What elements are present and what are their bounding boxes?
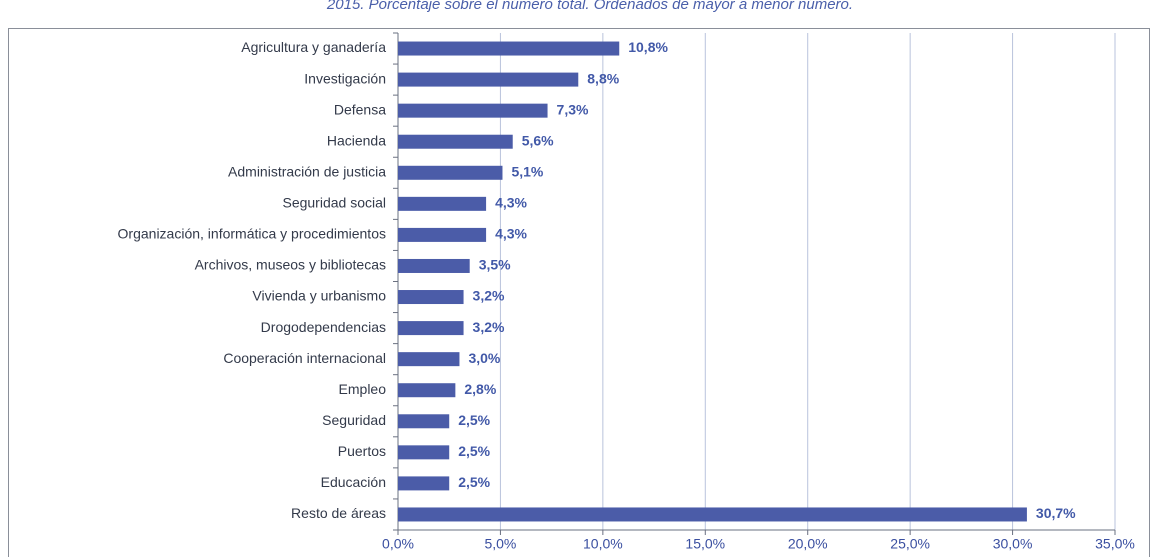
y-tick-label: Defensa — [334, 101, 386, 117]
bar — [398, 134, 513, 149]
bar — [398, 165, 503, 180]
y-tick-label: Resto de áreas — [291, 505, 386, 521]
value-label: 30,7% — [1036, 505, 1076, 521]
y-tick-label: Seguridad — [322, 412, 386, 428]
y-tick-label: Puertos — [338, 443, 386, 459]
x-tick-label: 10,0% — [583, 536, 623, 552]
y-tick-label: Empleo — [339, 381, 387, 397]
bar — [398, 103, 548, 118]
bar — [398, 41, 620, 56]
x-tick-label: 25,0% — [890, 536, 930, 552]
value-label: 8,8% — [587, 70, 619, 86]
y-tick-label: Vivienda y urbanismo — [252, 288, 386, 304]
bar — [398, 507, 1027, 522]
value-label: 3,2% — [473, 319, 505, 335]
y-tick-label: Organización, informática y procedimient… — [118, 226, 386, 242]
y-tick-label: Administración de justicia — [228, 163, 386, 179]
bar — [398, 227, 487, 242]
value-label: 3,2% — [473, 288, 505, 304]
value-label: 4,3% — [495, 195, 527, 211]
y-tick-label: Archivos, museos y bibliotecas — [195, 257, 386, 273]
y-tick-label: Investigación — [304, 70, 386, 86]
value-label: 2,5% — [458, 412, 490, 428]
y-tick-label: Agricultura y ganadería — [241, 39, 386, 55]
value-label: 3,0% — [468, 350, 500, 366]
y-tick-label: Drogodependencias — [261, 319, 386, 335]
y-tick-label: Educación — [321, 474, 386, 490]
bar — [398, 445, 450, 460]
y-tick-label: Cooperación internacional — [223, 350, 386, 366]
x-tick-label: 20,0% — [788, 536, 828, 552]
x-tick-label: 35,0% — [1095, 536, 1135, 552]
bar — [398, 290, 464, 305]
bar — [398, 352, 460, 367]
value-label: 2,8% — [464, 381, 496, 397]
x-tick-label: 0,0% — [382, 536, 414, 552]
chart-border — [8, 28, 1150, 557]
value-label: 2,5% — [458, 474, 490, 490]
value-label: 2,5% — [458, 443, 490, 459]
bar — [398, 414, 450, 429]
value-label: 5,1% — [511, 163, 543, 179]
bar — [398, 383, 456, 398]
bar — [398, 258, 470, 273]
bar — [398, 196, 487, 211]
x-tick-label: 30,0% — [993, 536, 1033, 552]
value-label: 5,6% — [522, 132, 554, 148]
value-label: 7,3% — [557, 101, 589, 117]
value-label: 10,8% — [628, 39, 668, 55]
y-tick-label: Hacienda — [327, 132, 386, 148]
value-label: 4,3% — [495, 226, 527, 242]
chart-title: 2015. Porcentaje sobre el número total. … — [326, 0, 853, 13]
bar — [398, 476, 450, 491]
bar — [398, 321, 464, 336]
bar — [398, 72, 579, 87]
x-tick-label: 5,0% — [484, 536, 516, 552]
value-label: 3,5% — [479, 257, 511, 273]
y-tick-label: Seguridad social — [282, 195, 386, 211]
x-tick-label: 15,0% — [685, 536, 725, 552]
